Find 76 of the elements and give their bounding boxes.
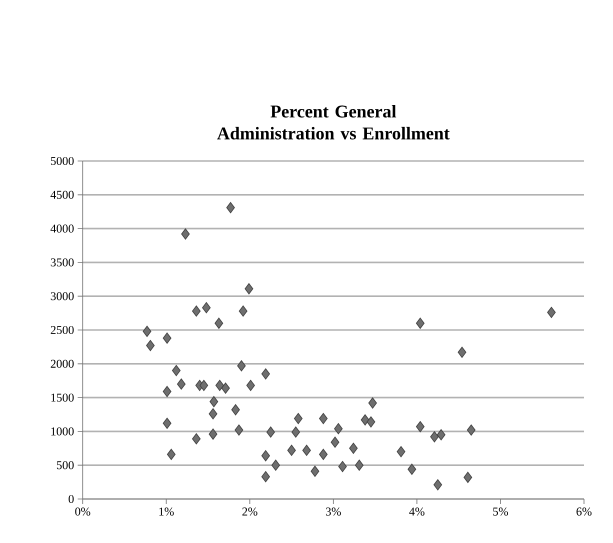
point — [349, 442, 358, 454]
point — [319, 448, 328, 460]
x-tick-label: 3% — [326, 508, 341, 516]
point — [192, 433, 201, 444]
point — [271, 460, 280, 471]
point — [261, 450, 270, 462]
point — [246, 380, 255, 392]
point — [354, 460, 364, 471]
point — [408, 464, 416, 475]
y-tick-label: 500 — [56, 461, 74, 470]
point — [334, 423, 343, 434]
point — [172, 364, 181, 376]
point — [237, 360, 246, 372]
point — [366, 416, 376, 428]
chart-title: Percent General Administration vs Enrollment — [217, 104, 450, 140]
point — [287, 444, 296, 456]
point — [214, 318, 224, 329]
point — [547, 306, 556, 318]
point — [181, 228, 190, 240]
y-tick-label: 3000 — [50, 292, 74, 300]
point — [192, 305, 201, 317]
point — [261, 368, 270, 380]
point — [215, 380, 224, 392]
point — [244, 283, 254, 294]
y-tick-label: 4000 — [50, 224, 74, 233]
point — [266, 426, 275, 438]
point — [396, 446, 406, 458]
x-tick-label: 6% — [576, 508, 592, 516]
point — [466, 424, 476, 436]
point — [162, 418, 172, 429]
point — [234, 424, 244, 436]
point — [210, 396, 218, 408]
point — [261, 471, 270, 482]
point — [166, 448, 176, 460]
x-tick-label: 5% — [493, 508, 508, 516]
point — [294, 412, 303, 424]
point — [208, 408, 218, 420]
point — [231, 404, 240, 416]
point — [177, 378, 186, 390]
y-tick-label: 1000 — [51, 427, 74, 436]
point — [226, 202, 235, 214]
point — [221, 382, 230, 394]
y-tick-label: 0 — [68, 494, 74, 504]
x-tick-label: 0% — [75, 508, 90, 516]
point — [310, 466, 320, 477]
point — [238, 305, 248, 317]
y-tick-label: 2000 — [50, 360, 74, 368]
y-tick-label: 4500 — [50, 190, 74, 199]
point — [436, 429, 446, 440]
point — [302, 444, 311, 456]
point — [319, 412, 328, 424]
point — [146, 340, 155, 352]
y-tick-label: 5000 — [50, 156, 74, 166]
y-tick-label: 3500 — [50, 258, 74, 266]
point — [464, 472, 472, 483]
point — [162, 332, 172, 344]
point — [434, 479, 442, 490]
point — [142, 326, 152, 337]
point — [291, 426, 300, 438]
y-tick-label: 2500 — [50, 326, 74, 334]
point — [338, 460, 347, 472]
x-tick-label: 4% — [409, 508, 424, 516]
x-tick-label: 1% — [159, 508, 174, 516]
point — [200, 380, 208, 392]
point — [416, 318, 425, 329]
point — [368, 397, 377, 409]
point — [430, 431, 439, 442]
point — [458, 346, 466, 358]
x-tick-label: 2% — [242, 508, 258, 516]
y-tick-label: 1500 — [51, 394, 74, 402]
point — [208, 428, 218, 440]
point — [330, 436, 340, 448]
point — [360, 414, 370, 426]
point — [416, 421, 425, 432]
point — [202, 302, 211, 314]
point — [162, 386, 172, 398]
